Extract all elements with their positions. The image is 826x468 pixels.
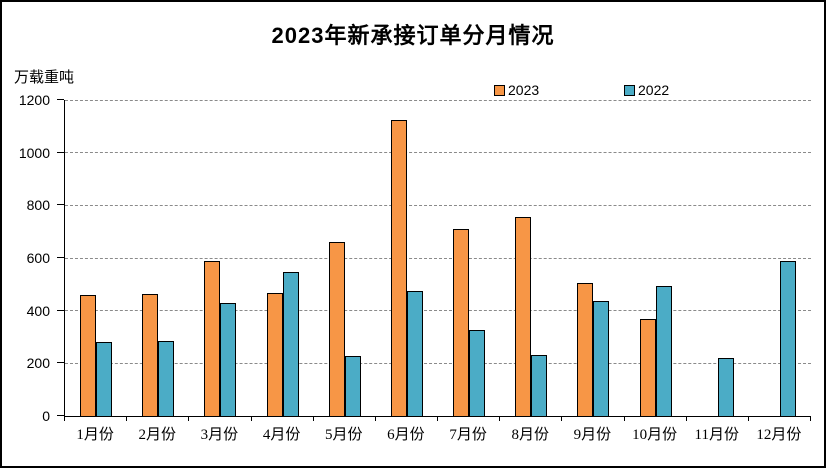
y-axis-tick-label-200: 200 [26,355,50,372]
x-axis-category-label-5月份: 5月份 [324,427,363,443]
y-axis-tick-label-1000: 1000 [18,144,50,161]
x-axis-category-label-4月份: 4月份 [262,427,301,443]
bar-2022-10月份 [655,285,672,416]
bar-2023-4月份 [266,292,283,416]
y-axis-tick-mark-1200 [57,99,64,100]
bar-2023-5月份 [328,242,345,416]
y-axis-tick-mark-1000 [57,151,64,153]
bar-2023-6月份 [390,120,407,416]
x-axis-category-label-10月份: 10月份 [632,427,678,443]
bar-2022-12月份 [779,260,796,416]
bar-2022-1月份 [96,342,113,416]
bar-2022-8月份 [531,355,548,416]
x-axis-tick-mark-2 [188,416,190,421]
x-axis-tick-mark-9 [623,416,625,421]
x-axis-category-label-1月份: 1月份 [76,427,114,443]
legend-item-2022: 2022 [624,82,669,98]
x-axis-tick-mark-3 [250,416,252,421]
x-axis-category-label-9月份: 9月份 [573,427,612,443]
y-axis-tick-label-600: 600 [26,250,50,266]
x-axis-tick-mark-10 [685,416,687,421]
bar-2023-9月份 [577,283,594,416]
x-axis-category-label-11月份: 11月份 [694,427,739,443]
x-axis-category-label-2月份: 2月份 [138,427,176,443]
x-axis-tick-mark-1 [126,416,128,421]
x-axis-tick-mark-0 [64,416,65,421]
bar-2023-3月份 [204,260,221,416]
bar-2023-1月份 [80,294,97,416]
gridline-1200 [65,99,811,101]
x-axis-category-label-3月份: 3月份 [200,427,239,443]
x-axis-tick-mark-11 [747,416,749,421]
x-axis-category-label-12月份: 12月份 [756,427,802,443]
plot-area [64,99,811,417]
y-axis-tick-label-400: 400 [26,302,50,319]
bar-2022-9月份 [593,300,610,416]
legend-item-2023: 2023 [494,82,539,98]
bar-2022-11月份 [717,358,734,416]
bar-2023-2月份 [142,293,159,416]
y-axis-tick-mark-400 [57,309,64,311]
bar-2022-2月份 [158,341,175,416]
x-axis-category-label-7月份: 7月份 [449,427,487,443]
chart-title: 2023年新承接订单分月情况 [271,23,555,48]
bar-2023-7月份 [453,229,470,416]
x-axis-category-label-6月份: 6月份 [387,427,425,443]
x-axis-tick-mark-6 [437,416,438,421]
gridline-600 [65,257,811,259]
x-axis-tick-mark-12 [810,416,811,421]
y-axis-tick-label-800: 800 [26,197,50,214]
y-axis-tick-label-1200: 1200 [18,92,50,108]
bar-2022-4月份 [282,272,299,416]
x-axis-tick-mark-7 [499,416,501,421]
x-axis-tick-mark-5 [374,416,376,421]
x-axis-tick-mark-8 [561,416,563,421]
legend-swatch-2022 [624,84,635,96]
legend-swatch-2023 [494,84,505,96]
legend-label-2022: 2022 [638,82,670,98]
y-axis-tick-mark-200 [57,362,64,364]
bar-2023-8月份 [515,217,532,416]
y-axis-tick-mark-0 [57,415,64,416]
y-axis-unit-label: 万载重吨 [14,69,75,86]
bar-2022-7月份 [469,330,486,416]
y-axis-tick-label-0: 0 [42,408,50,424]
bar-2022-3月份 [220,302,237,416]
bar-2022-5月份 [344,355,361,416]
y-axis-tick-mark-800 [57,204,64,206]
x-axis-category-label-8月份: 8月份 [511,427,549,443]
y-axis-tick-mark-600 [57,257,64,258]
gridline-200 [65,362,811,364]
legend-label-2023: 2023 [508,82,540,98]
x-axis-tick-mark-4 [312,416,314,421]
gridline-400 [65,310,811,312]
gridline-800 [65,204,811,206]
bar-2022-6月份 [406,290,423,416]
bar-2023-10月份 [639,318,656,416]
gridline-1000 [65,152,811,154]
